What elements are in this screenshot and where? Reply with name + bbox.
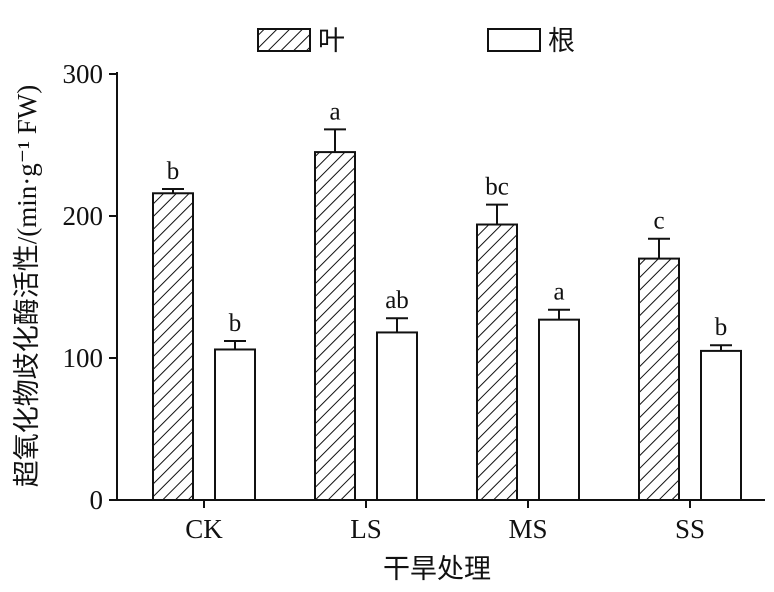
x-ticks: CK LS MS SS (185, 500, 705, 544)
significance-label: b (167, 158, 180, 185)
legend-label-root: 根 (548, 26, 575, 56)
legend-swatch-root (487, 28, 541, 52)
y-ticks: 0 100 200 300 (63, 59, 117, 515)
category-label-SS: SS (675, 514, 705, 544)
significance-label: bc (485, 174, 509, 201)
legend-label-leaf: 叶 (318, 26, 345, 56)
bar-leaf-LS (314, 151, 356, 501)
significance-label: b (229, 310, 242, 337)
y-tick-label: 100 (63, 343, 104, 373)
y-tick-label: 200 (63, 201, 104, 231)
category-label-MS: MS (508, 514, 547, 544)
y-tick-label: 0 (90, 485, 104, 515)
bar-root-MS (538, 318, 580, 501)
x-axis-title: 干旱处理 (383, 554, 491, 584)
category-label-LS: LS (350, 514, 382, 544)
y-axis-title: 超氧化物歧化酶活性/(min·g⁻¹ FW) (12, 85, 42, 488)
legend-swatch-leaf (257, 28, 311, 52)
y-tick-label: 300 (63, 59, 104, 89)
significance-label: b (715, 314, 728, 341)
significance-label: ab (385, 287, 409, 314)
bar-root-LS (376, 331, 418, 501)
bars: b b a ab bc a c b (152, 98, 742, 502)
legend: 叶 根 (257, 26, 575, 56)
bar-root-SS (700, 349, 742, 501)
significance-label: c (653, 208, 664, 235)
category-label-CK: CK (185, 514, 223, 544)
bar-leaf-MS (476, 223, 518, 502)
significance-label: a (329, 98, 340, 125)
bar-leaf-CK (152, 192, 194, 501)
bar-root-CK (214, 348, 256, 502)
bar-leaf-SS (638, 257, 680, 501)
significance-label: a (553, 279, 564, 306)
